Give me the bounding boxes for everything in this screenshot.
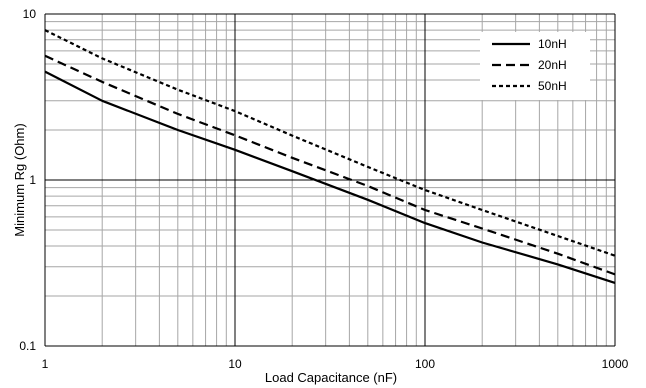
x-tick-labels: 1 10 100 1000 [42,357,629,371]
series-line-10nh [44,70,616,284]
x-tick-label: 1000 [602,357,629,371]
x-tick-label: 10 [228,357,242,371]
x-tick-label: 100 [415,357,435,371]
series-line-50nh [44,29,616,257]
y-tick-label: 10 [23,7,37,21]
series-line-20nh [44,54,616,276]
series-lines [44,29,616,284]
legend-label: 20nH [538,58,567,72]
y-tick-label: 0.1 [19,339,36,353]
legend-label: 10nH [538,37,567,51]
x-tick-label: 1 [42,357,49,371]
x-axis-label: Load Capacitance (nF) [265,370,397,385]
y-tick-label: 1 [29,173,36,187]
legend-label: 50nH [538,79,567,93]
legend: 10nH 20nH 50nH [480,32,590,100]
major-gridlines [44,13,616,347]
y-axis-label: Minimum Rg (Ohm) [12,123,27,236]
y-tick-labels: 0.1 1 10 [19,7,36,353]
